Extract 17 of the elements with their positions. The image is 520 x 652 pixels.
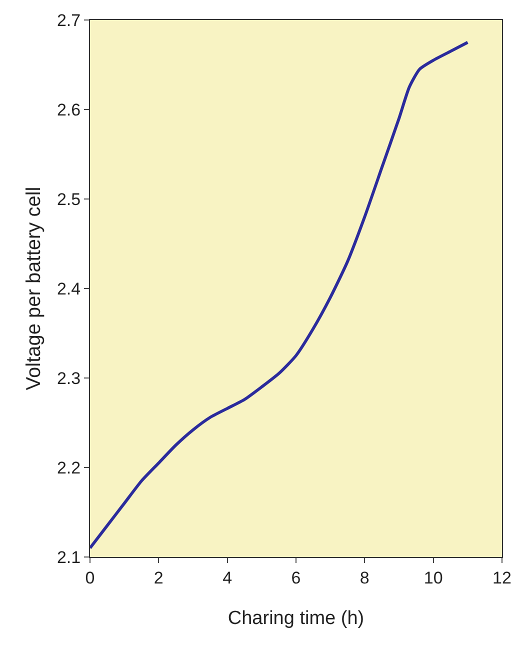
- y-axis-title: Voltage per battery cell: [23, 186, 45, 390]
- y-tick-label: 2.1: [56, 548, 81, 567]
- x-tick-label: 6: [291, 568, 301, 588]
- x-tick-label: 2: [154, 568, 164, 588]
- y-tick-label: 2.2: [56, 458, 81, 478]
- x-tick-label: 0: [85, 568, 95, 588]
- y-tick-label: 2.3: [56, 368, 81, 388]
- x-tick-label: 8: [360, 568, 370, 588]
- line-series: [90, 40, 470, 550]
- x-tick-label: 4: [222, 568, 232, 588]
- x-tick-label: 10: [424, 568, 443, 588]
- y-tick-label: 2.5: [56, 190, 81, 209]
- y-tick-label: 2.4: [56, 279, 81, 298]
- x-axis-title: Charing time (h): [228, 608, 364, 629]
- y-tick-label: 2.7: [56, 10, 81, 30]
- x-tick-label: 12: [492, 568, 512, 588]
- y-tick-label: 2.6: [56, 100, 81, 120]
